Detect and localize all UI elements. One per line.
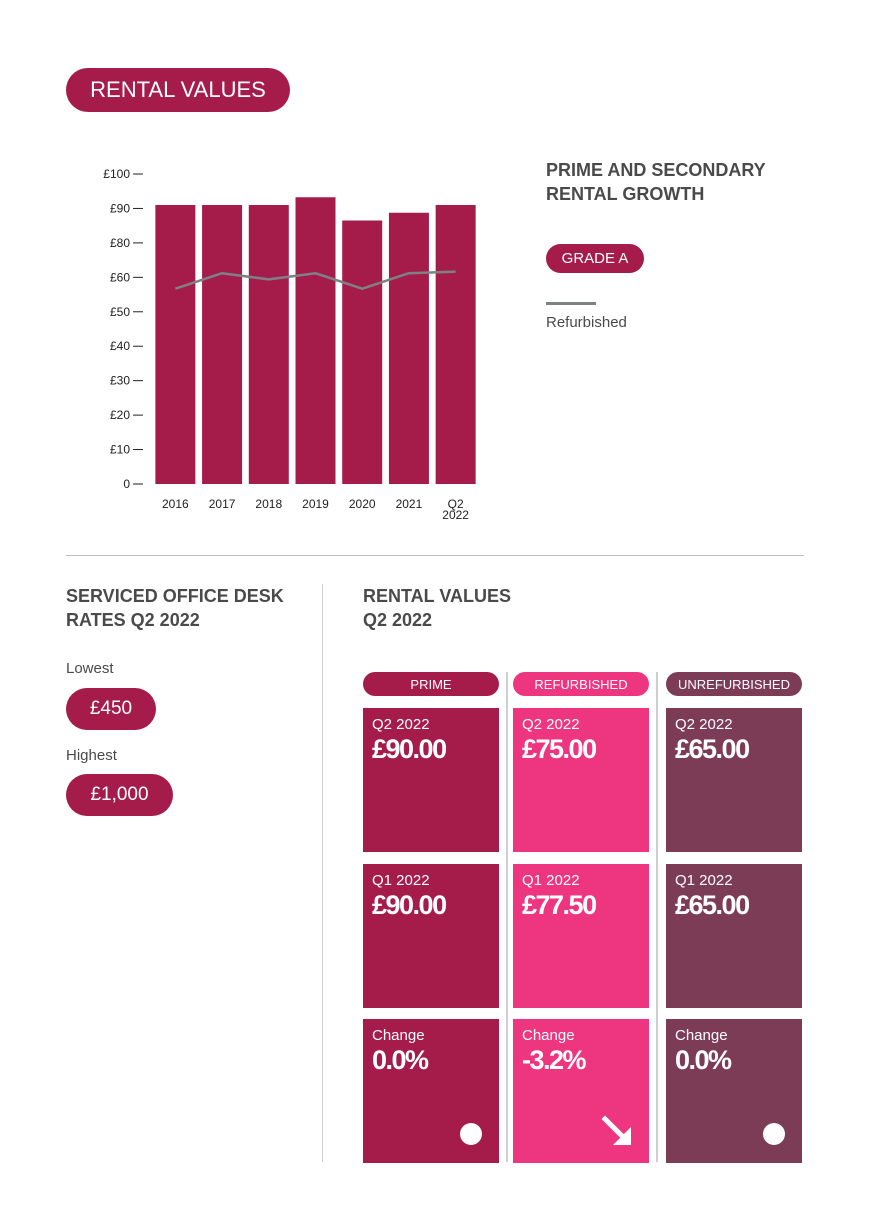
y-tick-label: £20 [110,408,130,422]
cell-value: £77.50 [522,890,597,920]
desk-title-line1: SERVICED OFFICE DESK [66,586,284,606]
growth-title-line1: PRIME AND SECONDARY [546,160,766,180]
cell-label: Change [522,1027,575,1044]
cell-label: Q2 2022 [522,716,580,733]
refurbished-change-cell: Change -3.2% [513,1019,649,1163]
cell-label: Q1 2022 [522,872,580,889]
desk-title-line2: RATES Q2 2022 [66,610,200,630]
bar [388,212,429,484]
desk-rates-title: SERVICED OFFICE DESK RATES Q2 2022 [66,584,306,632]
cell-label: Q1 2022 [372,872,430,889]
no-change-dot-icon [460,1123,482,1145]
refurbished-q2-cell: Q2 2022 £75.00 [513,708,649,852]
column-divider [322,584,323,1162]
bar [295,197,336,484]
bar [155,205,196,484]
cell-label: Q2 2022 [372,716,430,733]
x-tick-label: 2022 [442,508,469,522]
cell-label: Q1 2022 [675,872,733,889]
x-tick-label: Q2 [448,497,464,511]
legend-grade-a-badge: GRADE A [546,244,644,273]
y-tick-label: £30 [110,374,130,388]
section-divider [66,555,804,556]
rental-title-line1: RENTAL VALUES [363,586,512,606]
rental-values-badge: RENTAL VALUES [66,68,290,112]
growth-title-line2: RENTAL GROWTH [546,184,705,204]
y-tick-label: 0 [123,477,130,491]
cell-value: -3.2% [522,1045,587,1075]
x-tick-label: 2016 [162,497,189,511]
x-tick-label: 2020 [349,497,376,511]
column-header-unrefurbished: UNREFURBISHED [666,672,802,696]
cell-label: Change [372,1027,425,1044]
column-header-prime: PRIME [363,672,499,696]
cell-value: £90.00 [372,734,447,764]
column-header-refurbished: REFURBISHED [513,672,649,696]
cell-value: 0.0% [372,1045,429,1075]
legend-refurbished-line [546,302,596,305]
lowest-label: Lowest [66,660,114,677]
rental-growth-chart: 0 £10 £20 £30 £40 £50 £60 £80 £90 £100 2016 2017 201… [103,167,476,522]
prime-change-cell: Change 0.0% [363,1019,499,1163]
bar [248,205,289,484]
unrefurbished-q1-cell: Q1 2022 £65.00 [666,864,802,1008]
x-tick-label: 2019 [302,497,329,511]
lowest-value-badge: £450 [66,688,156,730]
highest-label: Highest [66,747,117,764]
cell-value: £65.00 [675,734,750,764]
unrefurbished-change-cell: Change 0.0% [666,1019,802,1163]
cell-label: Change [675,1027,728,1044]
unrefurbished-q2-cell: Q2 2022 £65.00 [666,708,802,852]
y-tick-label: £10 [110,443,130,457]
cell-value: 0.0% [675,1045,732,1075]
no-change-dot-icon [763,1123,785,1145]
down-arrow-icon [601,1115,631,1145]
bar [202,205,243,484]
refurbished-series-line [174,270,456,290]
x-tick-label: 2017 [209,497,236,511]
prime-q1-cell: Q1 2022 £90.00 [363,864,499,1008]
highest-value-badge: £1,000 [66,774,173,816]
cell-value: £90.00 [372,890,447,920]
prime-q2-cell: Q2 2022 £90.00 [363,708,499,852]
bar [435,205,476,484]
x-tick-label: 2018 [255,497,282,511]
column-separator [656,672,658,1162]
column-separator [506,672,508,1162]
y-tick-label: £60 [110,270,130,284]
refurbished-q1-cell: Q1 2022 £77.50 [513,864,649,1008]
legend-refurbished-label: Refurbished [546,314,627,331]
cell-value: £75.00 [522,734,597,764]
bar [342,220,383,484]
rental-title-line2: Q2 2022 [363,610,433,630]
y-tick-label: £90 [110,201,130,215]
rental-values-title: RENTAL VALUES Q2 2022 [363,584,583,632]
cell-value: £65.00 [675,890,750,920]
x-tick-label: 2021 [396,497,423,511]
y-tick-label: £50 [110,305,130,319]
cell-label: Q2 2022 [675,716,733,733]
growth-chart-title: PRIME AND SECONDARY RENTAL GROWTH [546,158,806,206]
y-tick-label: £80 [110,236,130,250]
y-tick-label: £100 [103,167,130,181]
y-tick-label: £40 [110,339,130,353]
